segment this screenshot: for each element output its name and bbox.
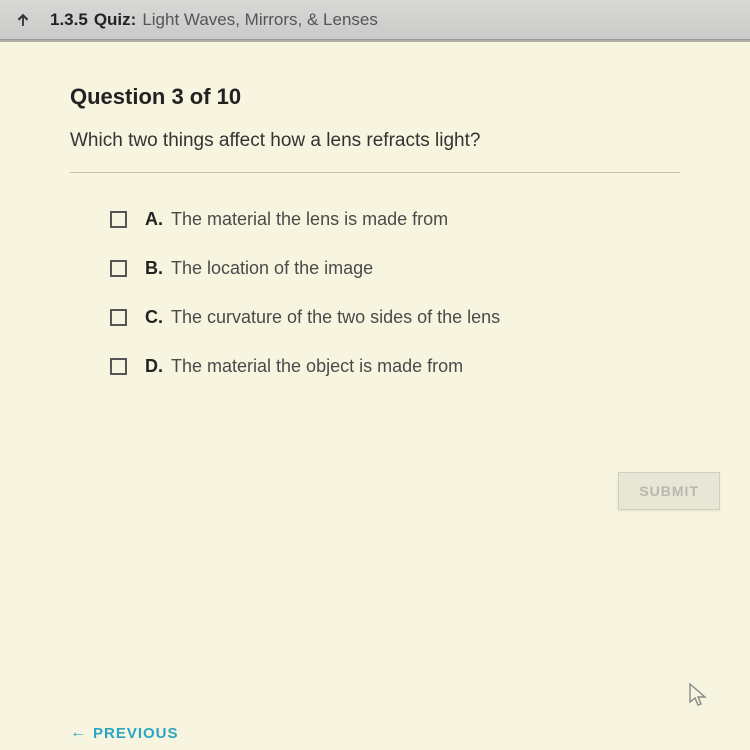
option-text: The material the object is made from — [171, 356, 463, 377]
left-arrow-icon: ← — [70, 724, 87, 742]
quiz-number: 1.3.5 — [50, 10, 88, 30]
question-text: Which two things affect how a lens refra… — [70, 130, 680, 152]
option-text: The curvature of the two sides of the le… — [171, 307, 500, 328]
question-heading: Question 3 of 10 — [70, 84, 680, 110]
option-letter: C. — [145, 307, 163, 328]
option-text: The material the lens is made from — [171, 209, 448, 230]
option-letter: B. — [145, 258, 163, 279]
option-letter: A. — [145, 209, 163, 230]
option-row[interactable]: B. The location of the image — [110, 258, 680, 279]
quiz-header-bar: 1.3.5 Quiz: Light Waves, Mirrors, & Lens… — [0, 0, 750, 40]
option-letter: D. — [145, 356, 163, 377]
option-text: The location of the image — [171, 258, 373, 279]
checkbox-icon[interactable] — [110, 260, 127, 277]
cursor-icon — [688, 682, 708, 708]
previous-label: PREVIOUS — [93, 725, 179, 742]
quiz-page: Question 3 of 10 Which two things affect… — [0, 40, 750, 750]
submit-button[interactable]: SUBMIT — [618, 472, 720, 510]
previous-button[interactable]: ← PREVIOUS — [70, 724, 179, 742]
option-row[interactable]: A. The material the lens is made from — [110, 209, 680, 230]
quiz-label: Quiz: — [94, 10, 137, 30]
option-row[interactable]: C. The curvature of the two sides of the… — [110, 307, 680, 328]
options-list: A. The material the lens is made from B.… — [70, 209, 680, 377]
checkbox-icon[interactable] — [110, 211, 127, 228]
quiz-title: Light Waves, Mirrors, & Lenses — [142, 10, 378, 30]
back-arrow-icon[interactable] — [14, 11, 32, 29]
checkbox-icon[interactable] — [110, 358, 127, 375]
option-row[interactable]: D. The material the object is made from — [110, 356, 680, 377]
checkbox-icon[interactable] — [110, 309, 127, 326]
divider — [70, 172, 680, 173]
